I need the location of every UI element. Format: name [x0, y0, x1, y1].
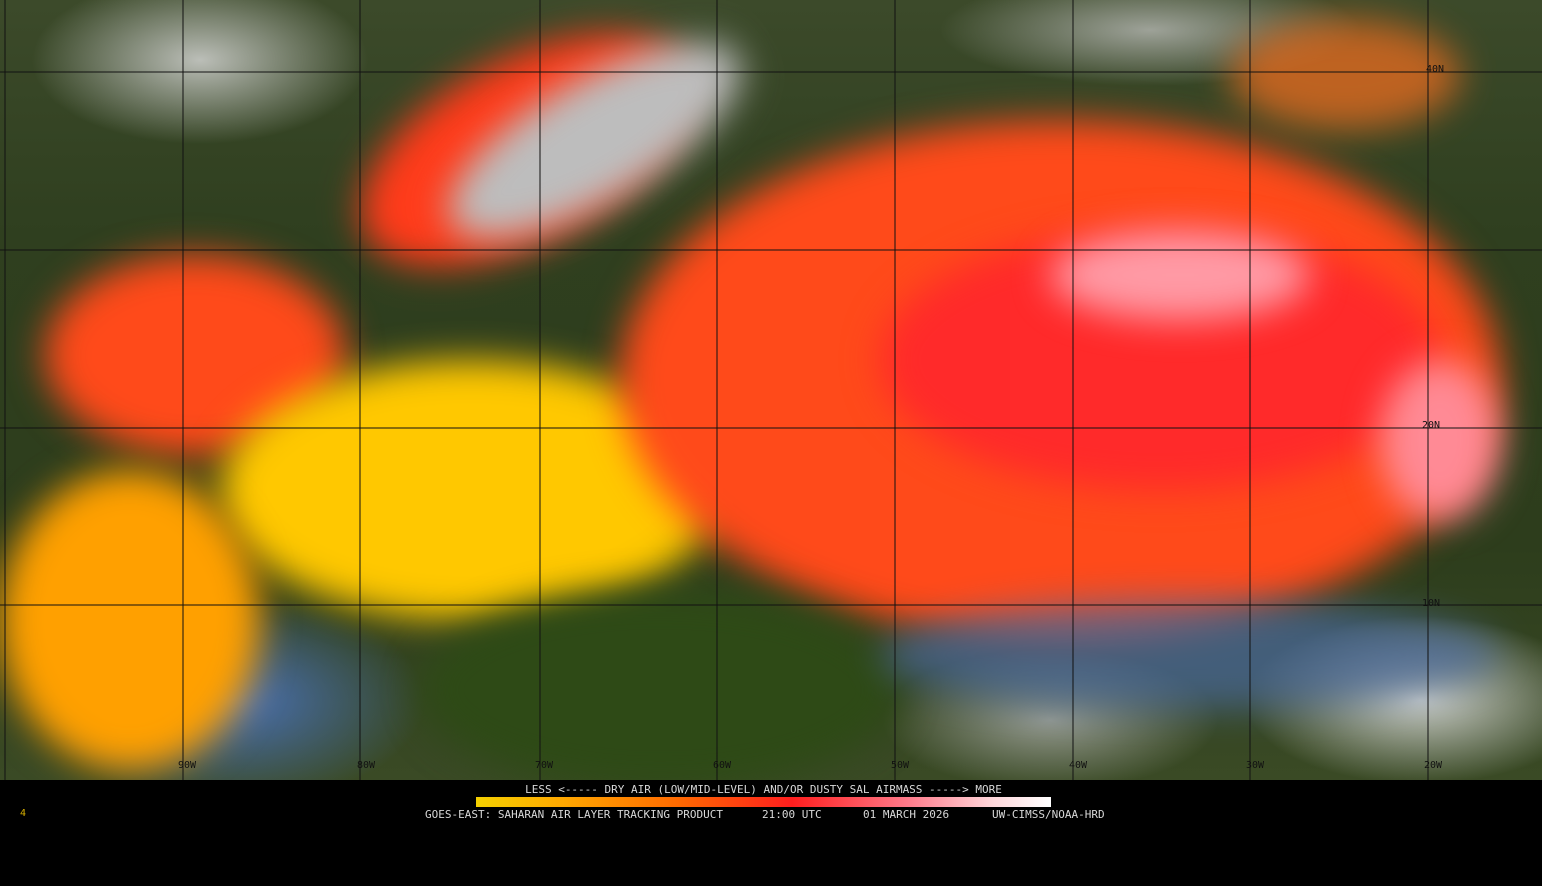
lon-label-20w: 20W — [1424, 760, 1443, 771]
lon-label-70w: 70W — [535, 760, 554, 771]
product-name: GOES-EAST: SAHARAN AIR LAYER TRACKING PR… — [425, 808, 724, 821]
observation-time: 21:00 UTC — [762, 808, 822, 821]
lon-label-50w: 50W — [891, 760, 910, 771]
lon-label-40w: 40W — [1069, 760, 1088, 771]
observation-date: 01 MARCH 2026 — [863, 808, 950, 821]
sal-satellite-map: 90W 80W 70W 60W 50W 40W 30W 20W 40N 20N … — [0, 0, 1542, 780]
corner-mark: 4 — [20, 808, 27, 819]
african-coast-dust — [1380, 360, 1500, 520]
dense-dust-patch — [1050, 230, 1310, 320]
north-clouds — [1230, 20, 1460, 130]
legend-footer: LESS <----- DRY AIR (LOW/MID-LEVEL) AND/… — [0, 780, 1542, 821]
caption-line: GOES-EAST: SAHARAN AIR LAYER TRACKING PR… — [0, 808, 1542, 886]
lat-label-40n: 40N — [1426, 64, 1445, 75]
lat-label-10n: 10N — [1422, 598, 1441, 609]
lon-label-90w: 90W — [178, 760, 197, 771]
color-scale-bar — [476, 797, 1051, 807]
south-america-land — [420, 590, 900, 780]
lon-label-80w: 80W — [357, 760, 376, 771]
pacific-sal — [0, 470, 260, 770]
credit: UW-CIMSS/NOAA-HRD — [992, 808, 1105, 821]
lat-lon-grid — [0, 0, 1542, 780]
lon-label-60w: 60W — [713, 760, 732, 771]
lat-label-20n: 20N — [1422, 420, 1441, 431]
legend-title: LESS <----- DRY AIR (LOW/MID-LEVEL) AND/… — [525, 783, 1002, 796]
lon-label-30w: 30W — [1246, 760, 1265, 771]
southern-moisture-edge — [880, 600, 1500, 710]
